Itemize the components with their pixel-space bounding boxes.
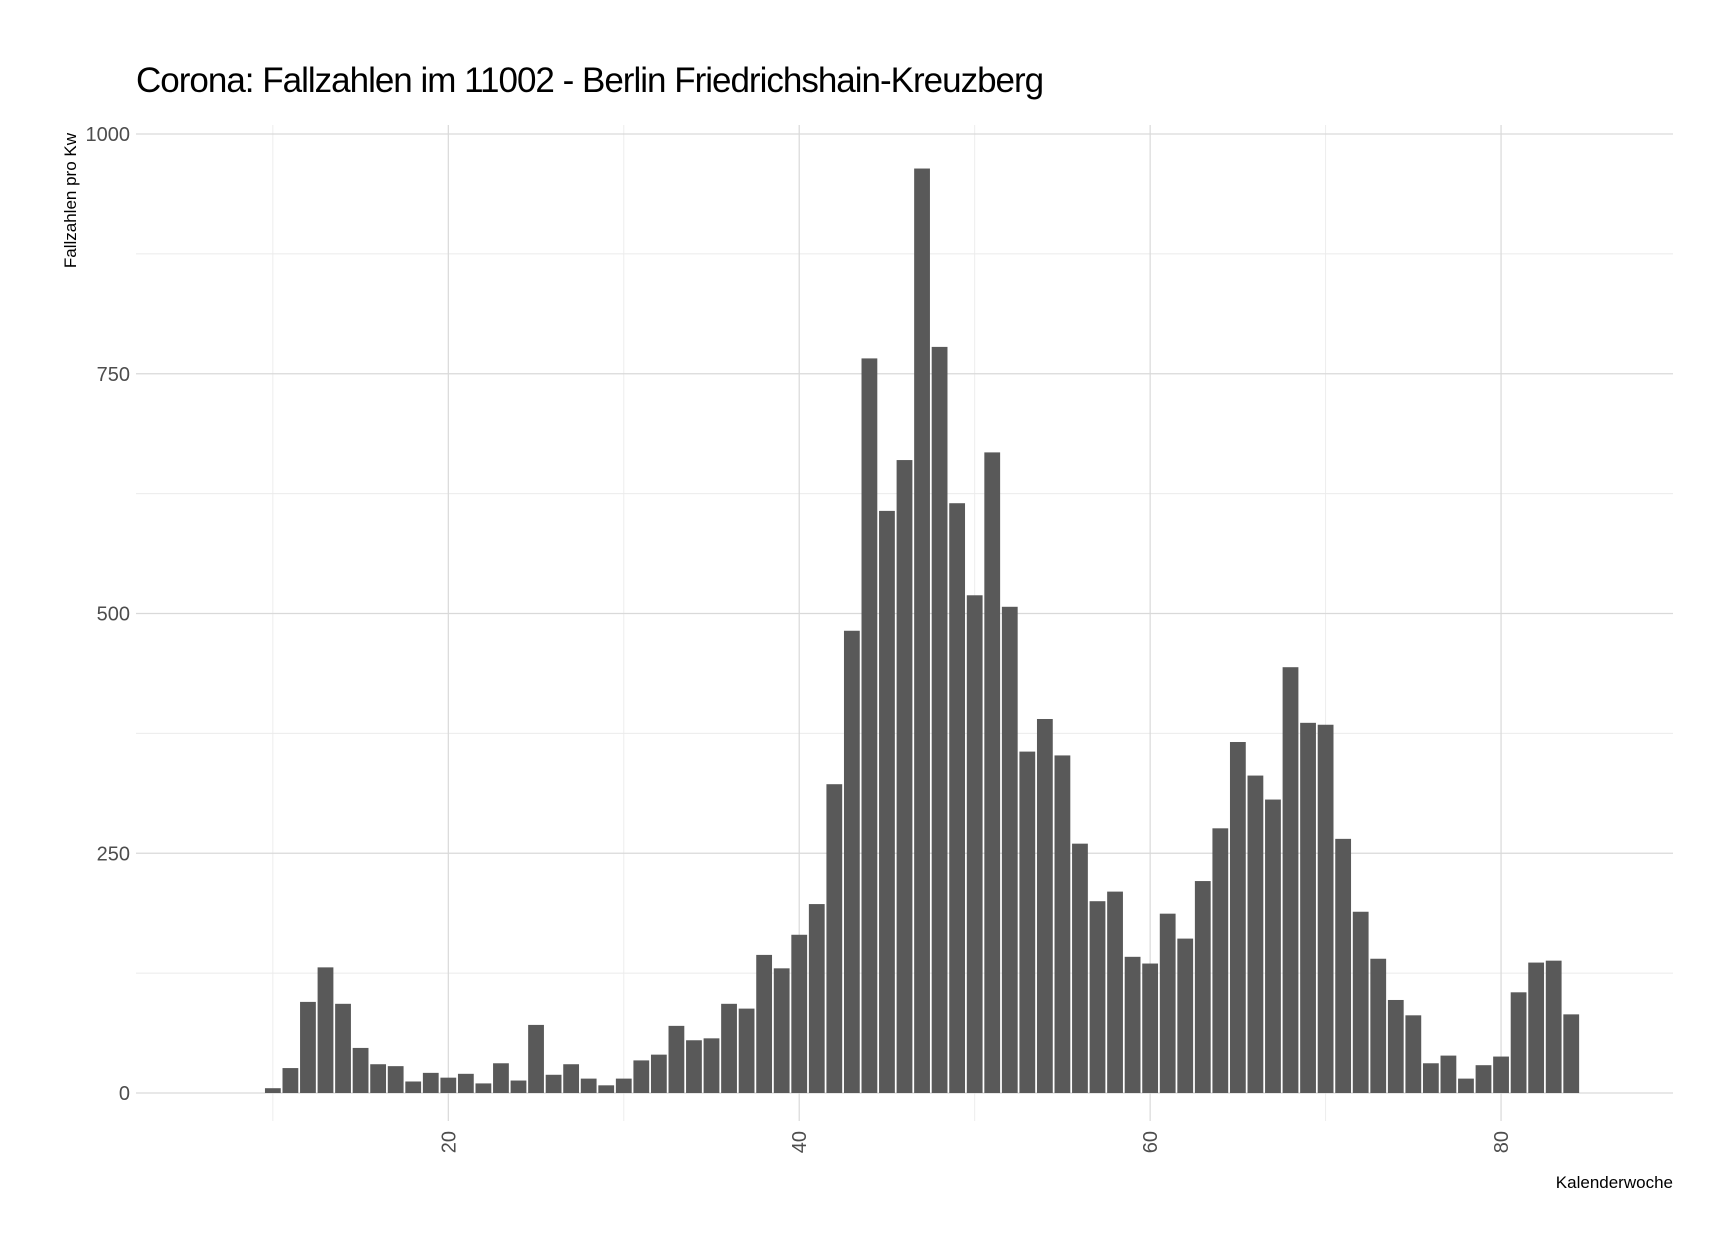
bar (1107, 891, 1123, 1093)
bar (1300, 722, 1316, 1093)
bar (1545, 960, 1562, 1093)
bar (1510, 992, 1527, 1093)
bar (264, 1088, 281, 1093)
bar (1054, 755, 1071, 1093)
x-tick-label: 80 (1491, 1131, 1513, 1153)
bar (1458, 1078, 1474, 1093)
bar (580, 1078, 597, 1093)
bar (1036, 718, 1053, 1093)
bar (1194, 881, 1211, 1093)
bar (1405, 1015, 1422, 1093)
bar (1072, 843, 1088, 1093)
bar (317, 967, 334, 1093)
bar (510, 1080, 527, 1093)
bar (1229, 742, 1246, 1093)
bar (1563, 1014, 1580, 1093)
bar (914, 168, 930, 1094)
bar (686, 1040, 702, 1093)
bar (808, 904, 825, 1093)
bar (563, 1064, 580, 1093)
x-axis-label: Kalenderwoche (1556, 1173, 1673, 1192)
bar (931, 346, 948, 1093)
bar (1352, 911, 1369, 1093)
bar (475, 1083, 492, 1093)
bar (1265, 799, 1281, 1093)
bar (1440, 1055, 1457, 1093)
bar (1124, 956, 1141, 1093)
y-axis-label: Fallzahlen pro Kw (61, 132, 80, 268)
bar (405, 1081, 422, 1093)
bar (703, 1038, 720, 1093)
bar (352, 1047, 369, 1093)
chart-title: Corona: Fallzahlen im 11002 - Berlin Fri… (136, 61, 1043, 100)
bar (1493, 1056, 1509, 1093)
bar (335, 1003, 351, 1093)
x-tick-label: 40 (789, 1131, 811, 1153)
x-tick-label: 60 (1140, 1131, 1162, 1153)
y-tick-label: 750 (97, 364, 130, 386)
bar (1001, 606, 1018, 1093)
bar (387, 1066, 404, 1093)
bar (1019, 751, 1036, 1093)
y-tick-label: 250 (97, 843, 130, 865)
y-tick-label: 500 (97, 604, 130, 626)
bar (738, 1008, 755, 1093)
x-tick-label: 20 (438, 1131, 460, 1153)
x-tick-labels: 20 40 60 80 (438, 1131, 1513, 1153)
bar (615, 1078, 632, 1093)
bar (370, 1064, 387, 1093)
bar (791, 934, 808, 1093)
bar (668, 1025, 685, 1093)
bar (966, 595, 983, 1093)
bar (493, 1063, 509, 1093)
bar (773, 968, 790, 1093)
bar (440, 1077, 457, 1093)
bar (528, 1024, 544, 1093)
y-tick-labels: 0 250 500 750 1000 (86, 124, 131, 1105)
y-tick-label: 0 (119, 1083, 130, 1105)
bar (949, 503, 966, 1094)
bar (1528, 962, 1545, 1093)
bar (650, 1054, 667, 1093)
bar (300, 1001, 316, 1093)
bar (545, 1074, 562, 1093)
bar (1475, 1065, 1492, 1093)
bar (896, 460, 913, 1093)
bar (1142, 963, 1159, 1093)
bar (984, 452, 1001, 1093)
bar (282, 1068, 299, 1093)
bar (1387, 999, 1404, 1093)
bar (861, 358, 878, 1093)
y-tick-label: 1000 (86, 124, 131, 146)
bar (1370, 958, 1387, 1093)
bar (1247, 775, 1264, 1093)
bar (826, 784, 843, 1093)
bar (721, 1003, 737, 1093)
bar (843, 630, 860, 1093)
bar (1159, 913, 1176, 1093)
bar (1089, 901, 1106, 1093)
bar (1317, 724, 1334, 1093)
bar (1335, 838, 1352, 1093)
bar (879, 510, 895, 1094)
bar (422, 1072, 439, 1093)
bar (1282, 667, 1299, 1093)
bar (633, 1060, 650, 1093)
bar (598, 1085, 615, 1093)
bar (1422, 1063, 1439, 1093)
bar (1177, 938, 1194, 1093)
bar (756, 954, 773, 1093)
bar (1212, 828, 1229, 1093)
bar (457, 1073, 474, 1093)
bars (264, 168, 1580, 1094)
